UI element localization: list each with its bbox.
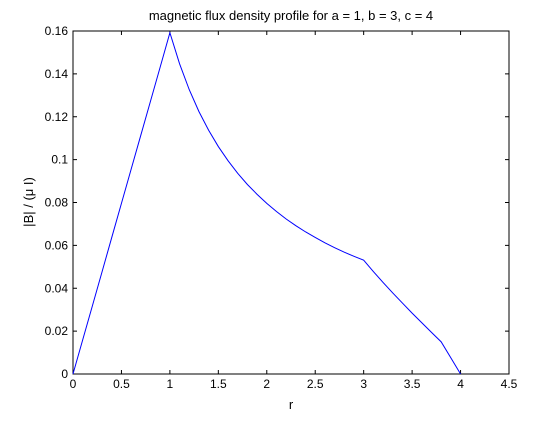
y-tick-labels: 0 0.02 0.04 0.06 0.08 0.1 0.12 0.14 0.16 (45, 24, 69, 381)
x-axis-label: r (289, 397, 294, 412)
x-tick-label: 3.5 (404, 377, 421, 391)
y-tick-label: 0.12 (45, 110, 69, 124)
y-tick-label: 0.02 (45, 324, 69, 338)
plot-area (72, 30, 510, 375)
y-tick-label: 0.14 (45, 67, 69, 81)
y-tick-label: 0.08 (45, 196, 69, 210)
x-tick-label: 0.5 (113, 377, 130, 391)
y-axis-label: |B| / (μ I) (21, 177, 36, 227)
x-tick-label: 0 (70, 377, 77, 391)
y-tick-label: 0.06 (45, 238, 69, 252)
x-tick-label: 3 (360, 377, 367, 391)
y-tick-label: 0.04 (45, 281, 69, 295)
y-tick-label: 0 (61, 367, 68, 381)
x-tick-label: 4 (457, 377, 464, 391)
x-tick-label: 4.5 (501, 377, 518, 391)
x-tick-label: 2 (263, 377, 270, 391)
x-tick-labels: 0 0.5 1 1.5 2 2.5 3 3.5 4 4.5 (70, 377, 518, 391)
x-tick-label: 1.5 (210, 377, 227, 391)
x-tick-label: 2.5 (307, 377, 324, 391)
series-line (72, 30, 461, 375)
chart-title: magnetic flux density profile for a = 1,… (149, 8, 433, 23)
x-tick-label: 1 (167, 377, 174, 391)
y-tick-label: 0.1 (51, 153, 68, 167)
y-tick-label: 0.16 (45, 24, 69, 38)
